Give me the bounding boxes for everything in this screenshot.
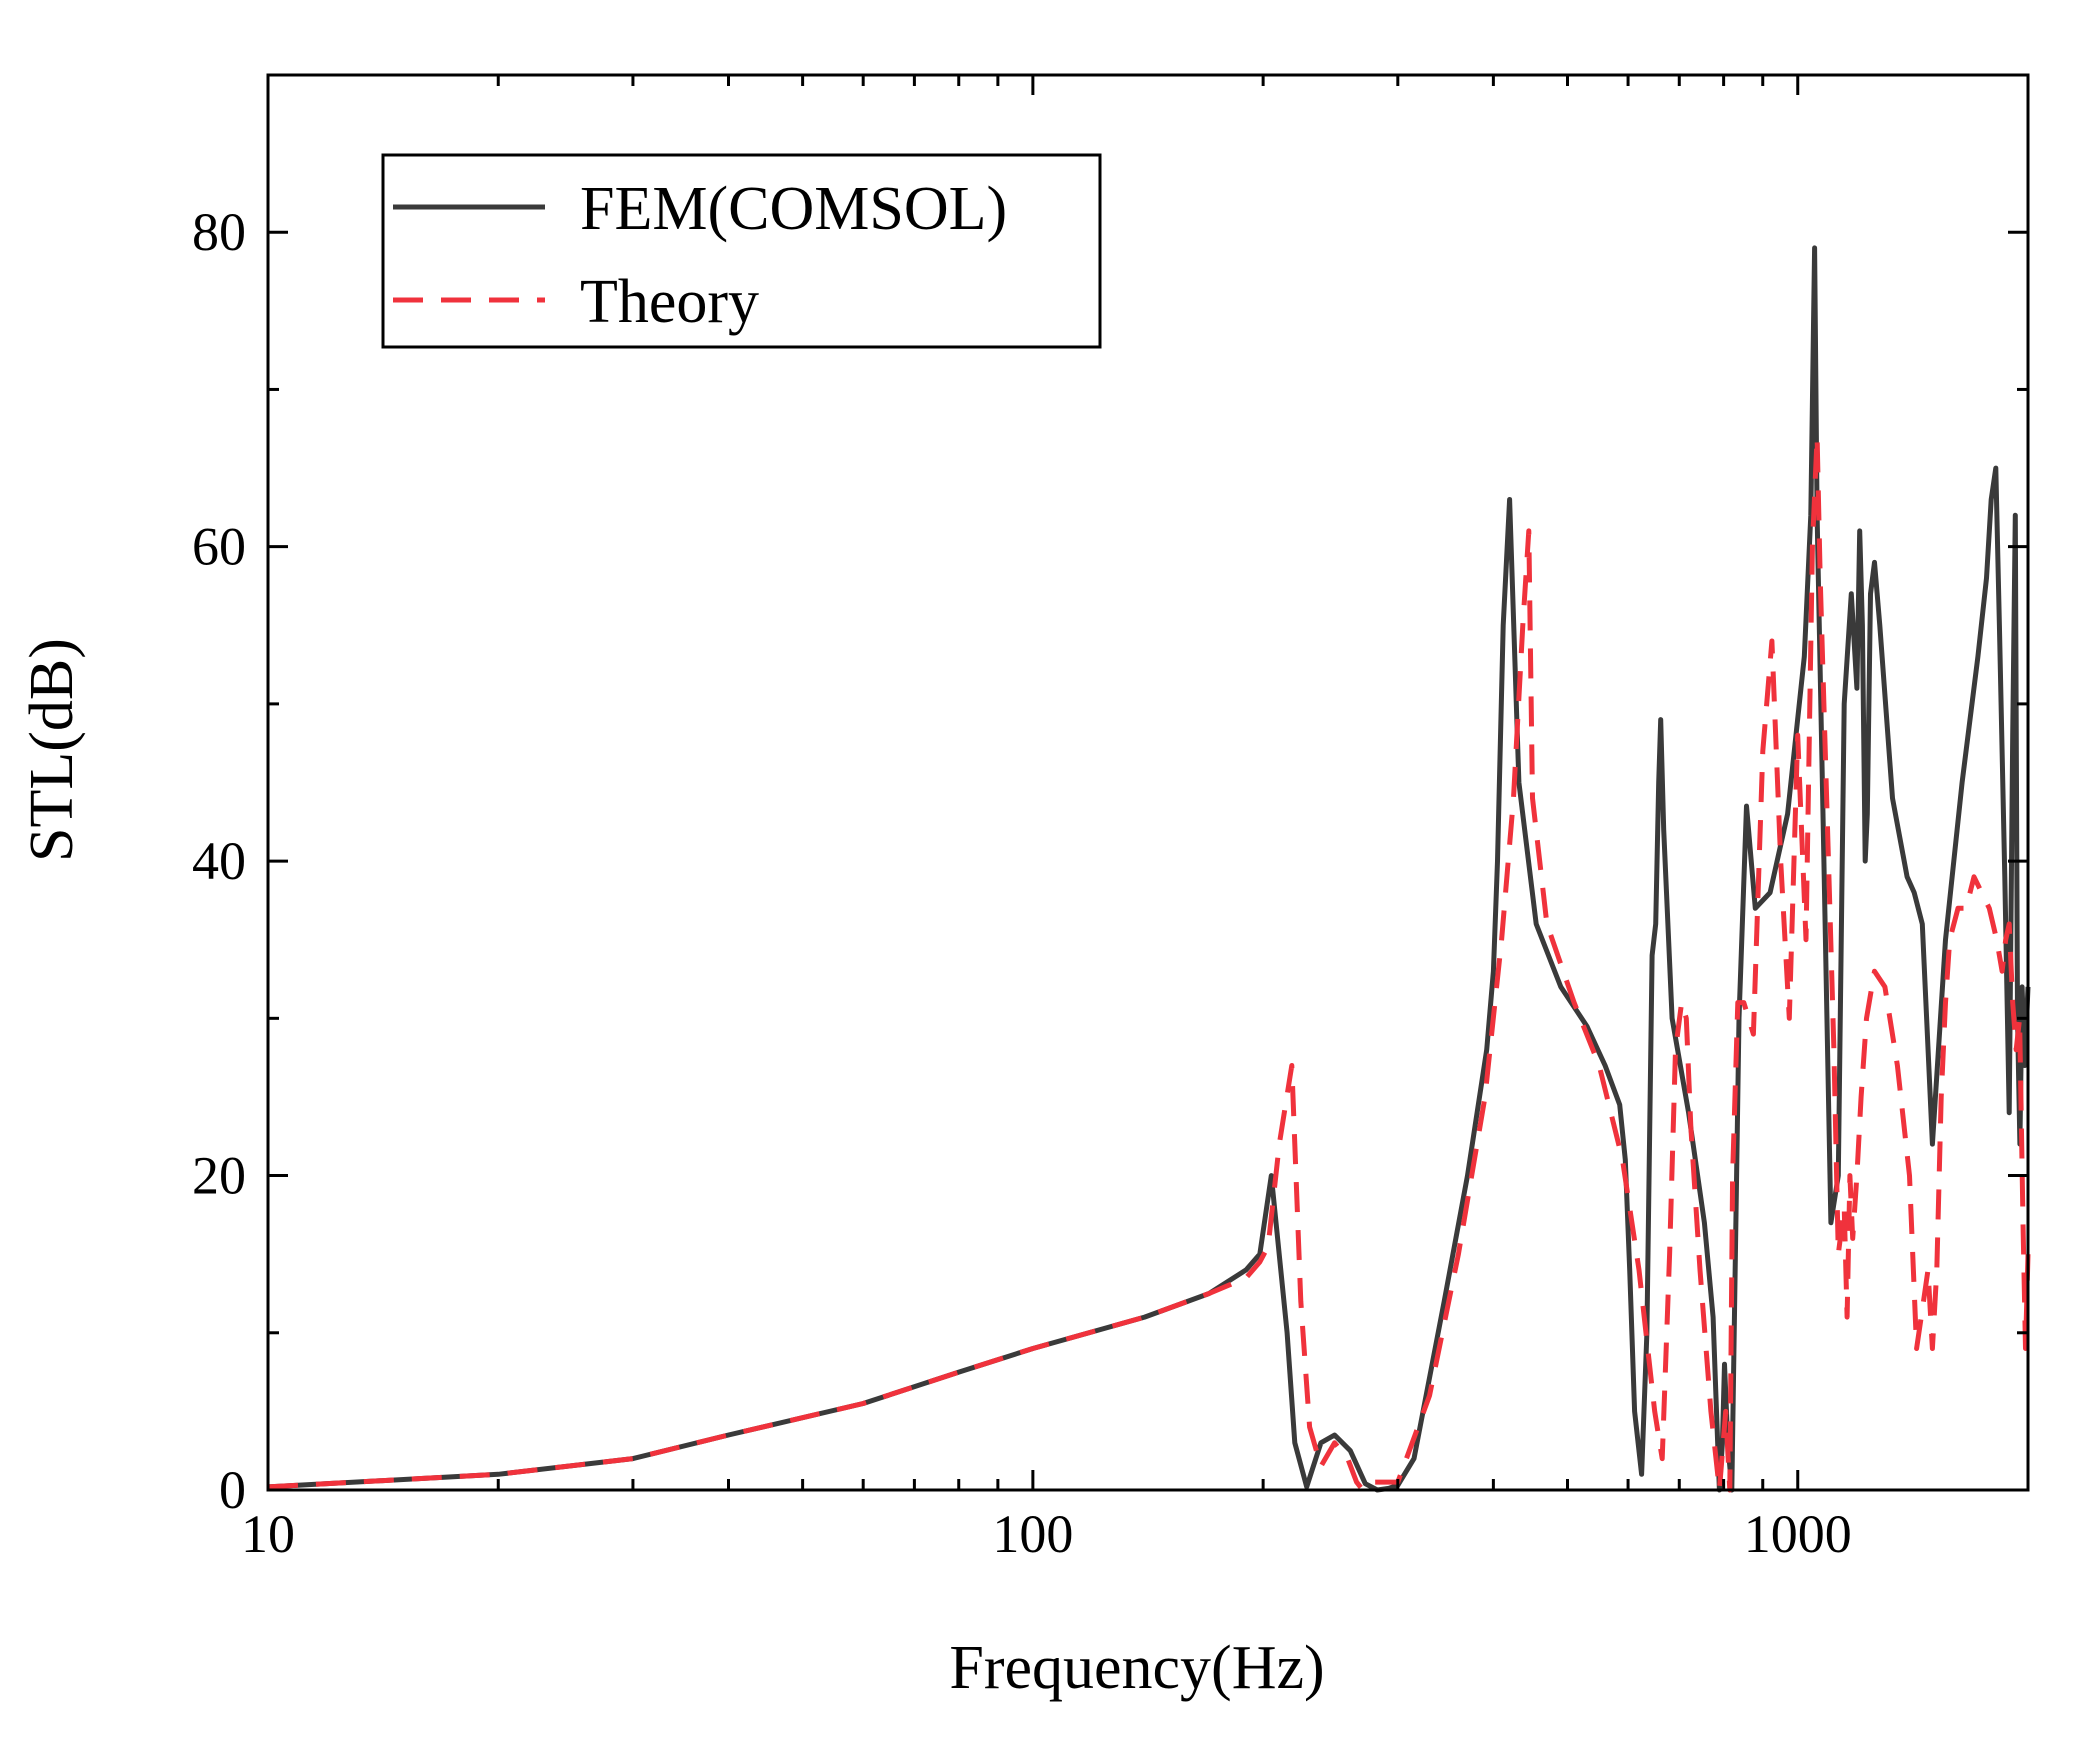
plot-frame <box>266 73 2030 1492</box>
x-tick-label: 100 <box>992 1504 1073 1564</box>
legend-label-theory: Theory <box>580 268 759 336</box>
y-tick-label: 80 <box>192 202 246 262</box>
legend-label-fem: FEM(COMSOL) <box>580 175 1007 243</box>
x-tick-label: 10 <box>241 1504 295 1564</box>
y-tick-label: 20 <box>192 1146 246 1206</box>
y-tick-label: 40 <box>192 831 246 891</box>
y-tick-label: 60 <box>192 517 246 577</box>
legend-box <box>381 153 1102 349</box>
series-line-theory <box>267 434 2031 1493</box>
y-tick-label: 0 <box>219 1460 246 1520</box>
series-line-fem-comsol <box>267 245 2031 1493</box>
series-layer <box>267 245 2031 1493</box>
y-axis-title: STL(dB) <box>18 638 86 862</box>
axes-layer: 10 100 1000 0 20 40 60 80 <box>192 73 2030 1564</box>
x-tick-label: 1000 <box>1744 1504 1852 1564</box>
legend: FEM(COMSOL) Theory <box>381 153 1102 349</box>
x-axis-title: Frequency(Hz) <box>949 1634 1324 1702</box>
